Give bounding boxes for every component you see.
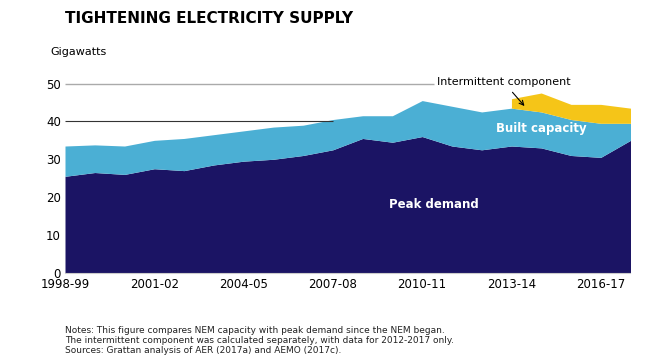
Text: TIGHTENING ELECTRICITY SUPPLY: TIGHTENING ELECTRICITY SUPPLY bbox=[65, 11, 353, 26]
Text: Notes: This figure compares NEM capacity with peak demand since the NEM began.
T: Notes: This figure compares NEM capacity… bbox=[65, 326, 454, 355]
Text: Built capacity: Built capacity bbox=[496, 122, 586, 135]
Text: Peak demand: Peak demand bbox=[389, 198, 479, 211]
Text: Intermittent component: Intermittent component bbox=[437, 78, 571, 105]
Text: Gigawatts: Gigawatts bbox=[50, 47, 107, 57]
